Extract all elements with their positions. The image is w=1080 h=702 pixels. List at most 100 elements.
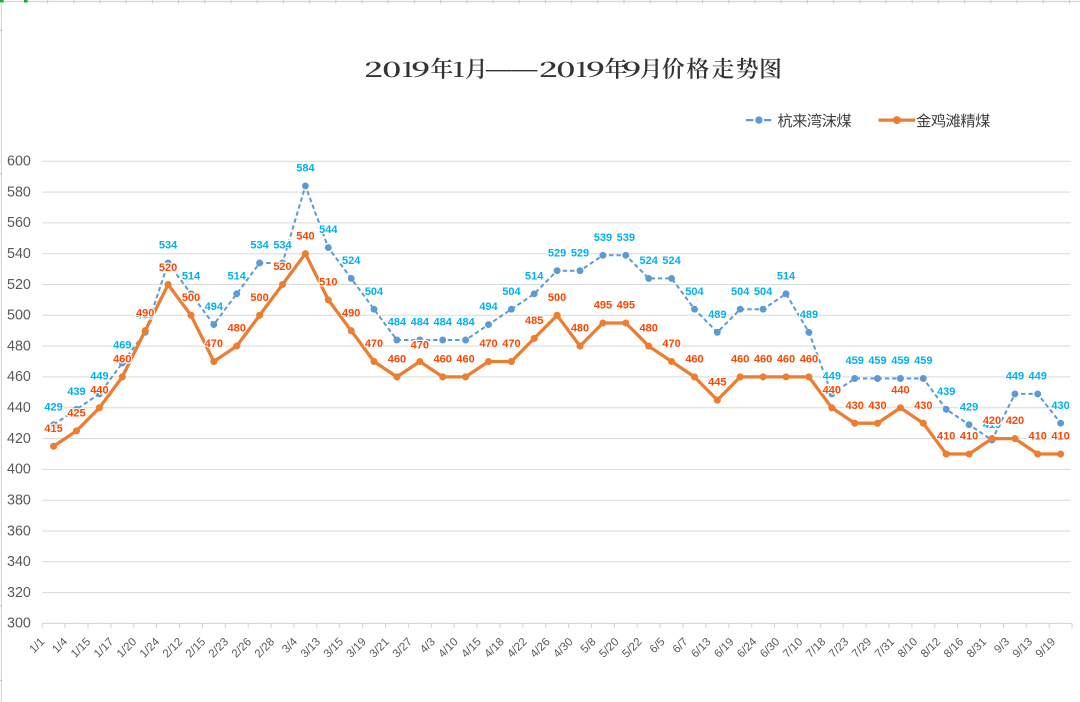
svg-text:415: 415: [44, 423, 62, 435]
svg-text:460: 460: [388, 354, 406, 366]
svg-text:500: 500: [7, 308, 31, 324]
svg-text:449: 449: [823, 371, 841, 383]
svg-text:600: 600: [7, 154, 31, 170]
svg-text:514: 514: [777, 270, 796, 282]
svg-text:480: 480: [7, 338, 31, 354]
svg-text:514: 514: [525, 270, 544, 282]
svg-text:514: 514: [182, 270, 201, 282]
svg-text:425: 425: [67, 408, 85, 420]
svg-text:449: 449: [1006, 371, 1024, 383]
svg-text:485: 485: [525, 315, 543, 327]
svg-text:484: 484: [434, 317, 453, 329]
svg-text:495: 495: [594, 300, 612, 312]
svg-text:489: 489: [136, 310, 154, 322]
svg-text:489: 489: [708, 309, 726, 321]
svg-text:459: 459: [914, 355, 932, 367]
svg-text:524: 524: [640, 255, 659, 267]
svg-text:430: 430: [914, 400, 932, 412]
svg-text:504: 504: [731, 286, 750, 298]
svg-text:459: 459: [891, 355, 909, 367]
svg-text:520: 520: [273, 261, 291, 273]
svg-text:500: 500: [182, 292, 200, 304]
svg-text:440: 440: [823, 384, 841, 396]
svg-text:560: 560: [7, 215, 31, 231]
svg-text:460: 460: [685, 354, 703, 366]
svg-text:340: 340: [7, 554, 31, 570]
svg-text:470: 470: [411, 340, 429, 352]
svg-text:480: 480: [640, 323, 658, 335]
svg-text:459: 459: [846, 355, 864, 367]
svg-text:514: 514: [228, 270, 247, 282]
svg-text:470: 470: [479, 338, 497, 350]
svg-text:460: 460: [754, 354, 772, 366]
svg-text:529: 529: [571, 247, 589, 259]
svg-text:460: 460: [434, 354, 452, 366]
svg-text:410: 410: [1029, 431, 1047, 443]
svg-text:420: 420: [983, 415, 1001, 427]
svg-text:520: 520: [7, 277, 31, 293]
svg-text:504: 504: [685, 286, 704, 298]
svg-text:484: 484: [411, 317, 430, 329]
svg-text:534: 534: [159, 240, 178, 252]
svg-text:419: 419: [983, 419, 1001, 431]
svg-text:480: 480: [228, 323, 246, 335]
svg-text:580: 580: [7, 184, 31, 200]
svg-text:534: 534: [250, 240, 269, 252]
svg-text:540: 540: [7, 246, 31, 262]
svg-text:510: 510: [319, 277, 337, 289]
svg-text:469: 469: [113, 340, 131, 352]
svg-text:480: 480: [571, 323, 589, 335]
svg-text:449: 449: [1029, 371, 1047, 383]
svg-text:490: 490: [136, 307, 154, 319]
svg-text:459: 459: [868, 355, 886, 367]
svg-text:420: 420: [7, 431, 31, 447]
svg-text:470: 470: [205, 338, 223, 350]
svg-text:360: 360: [7, 523, 31, 539]
svg-text:524: 524: [662, 255, 681, 267]
svg-text:489: 489: [800, 309, 818, 321]
svg-text:440: 440: [90, 384, 108, 396]
svg-text:449: 449: [90, 371, 108, 383]
svg-text:470: 470: [365, 338, 383, 350]
svg-text:490: 490: [342, 307, 360, 319]
svg-text:300: 300: [7, 616, 31, 632]
svg-text:484: 484: [388, 317, 407, 329]
svg-text:460: 460: [7, 369, 31, 385]
svg-text:470: 470: [662, 338, 680, 350]
svg-text:430: 430: [868, 400, 886, 412]
svg-text:439: 439: [67, 386, 85, 398]
svg-text:410: 410: [960, 431, 978, 443]
svg-text:540: 540: [296, 230, 314, 242]
svg-text:429: 429: [960, 401, 978, 413]
svg-text:534: 534: [273, 240, 292, 252]
svg-text:440: 440: [7, 400, 31, 416]
svg-text:460: 460: [456, 354, 474, 366]
svg-text:320: 320: [7, 585, 31, 601]
svg-text:544: 544: [319, 224, 338, 236]
svg-text:500: 500: [250, 292, 268, 304]
svg-text:524: 524: [342, 255, 361, 267]
svg-text:420: 420: [1006, 415, 1024, 427]
svg-text:494: 494: [205, 301, 224, 313]
svg-text:380: 380: [7, 493, 31, 509]
svg-text:460: 460: [731, 354, 749, 366]
svg-text:529: 529: [548, 247, 566, 259]
svg-text:504: 504: [754, 286, 773, 298]
svg-text:584: 584: [296, 163, 315, 175]
svg-text:410: 410: [937, 431, 955, 443]
svg-text:504: 504: [502, 286, 521, 298]
svg-text:440: 440: [891, 384, 909, 396]
svg-text:539: 539: [594, 232, 612, 244]
svg-text:410: 410: [1051, 431, 1069, 443]
svg-text:460: 460: [800, 354, 818, 366]
svg-text:504: 504: [365, 286, 384, 298]
svg-text:460: 460: [777, 354, 795, 366]
svg-text:460: 460: [113, 354, 131, 366]
svg-text:470: 470: [502, 338, 520, 350]
svg-text:494: 494: [479, 301, 498, 313]
svg-text:430: 430: [846, 400, 864, 412]
svg-text:539: 539: [617, 232, 635, 244]
svg-text:500: 500: [548, 292, 566, 304]
svg-text:484: 484: [456, 317, 475, 329]
svg-text:495: 495: [617, 300, 635, 312]
